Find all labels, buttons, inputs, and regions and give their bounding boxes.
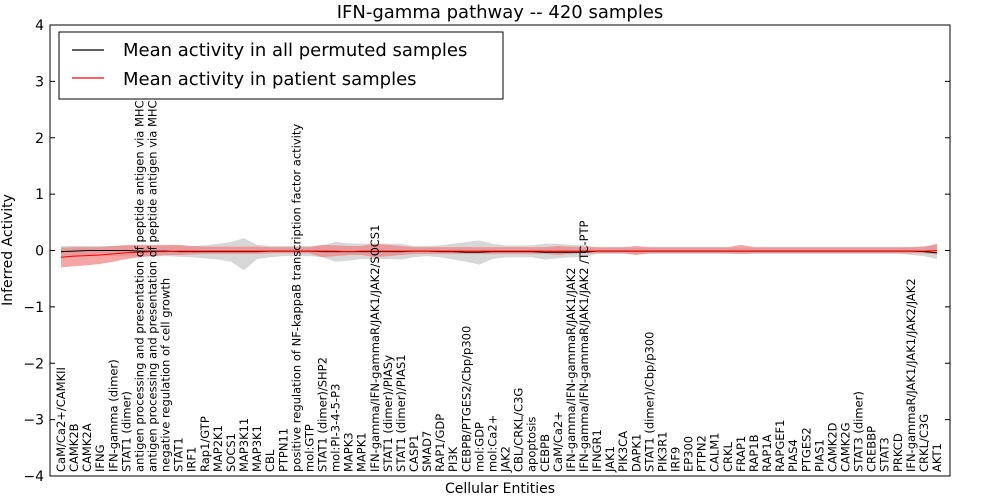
x-category-label: IFNGR1 <box>590 429 604 472</box>
x-category-label: PI3K <box>446 446 460 472</box>
series-band-0 <box>61 238 937 271</box>
legend: Mean activity in all permuted samples Me… <box>58 31 504 100</box>
x-category-label: IRF9 <box>669 447 683 472</box>
x-category-label: MAPK1 <box>355 432 369 472</box>
x-category-label: CaM/Ca2+ <box>551 411 565 472</box>
x-category-label: CAMK2A <box>80 423 94 472</box>
x-category-label: CREBBP <box>865 426 879 472</box>
x-category-label: CBL <box>263 449 277 472</box>
x-category-label: mol:Ca2+ <box>486 415 500 472</box>
x-category-label: IFN-gamma/IFN-gammaR/JAK1/JAK2 /TC-PTP <box>577 220 591 472</box>
plot-frame <box>49 24 951 477</box>
x-category-label: STAT1 (dimer) <box>119 391 133 472</box>
x-category-label: IFN-gamma/IFN-gammaR/JAK1/JAK2 <box>564 267 578 472</box>
x-category-label: mol:GDP <box>472 422 486 472</box>
x-category-label: IFNG <box>93 444 107 472</box>
x-category-label: JAK1 <box>603 446 617 473</box>
chart-title: IFN-gamma pathway -- 420 samples <box>337 2 664 23</box>
x-category-label: PTPN11 <box>276 428 290 472</box>
x-category-label: STAT3 <box>878 437 892 472</box>
x-category-label: PIAS1 <box>812 439 826 472</box>
x-category-label: MAP3K11 <box>237 418 251 472</box>
x-category-label: JAK2 <box>499 446 513 473</box>
x-category-label: RAP1/GDP <box>433 414 447 472</box>
bands-layer <box>61 238 937 271</box>
x-category-label: MAPK3 <box>342 432 356 472</box>
x-category-label: STAT1 <box>172 437 186 472</box>
x-category-label: RAPGEF1 <box>773 420 787 472</box>
x-category-label: IRF1 <box>185 447 199 472</box>
x-category-label: STAT3 (dimer) <box>852 391 866 472</box>
y-axis-label: Inferred Activity <box>0 194 16 306</box>
y-tick-label: 4 <box>35 18 44 34</box>
x-category-label: MAP2K1 <box>211 425 225 472</box>
x-category-label: antigen processing and presentation of p… <box>132 61 146 472</box>
x-category-label: CAMK2G <box>839 422 853 472</box>
x-category-label: PTPN2 <box>695 435 709 472</box>
x-category-label: apoptosis <box>525 417 539 472</box>
x-category-label: CAMK2B <box>67 423 81 472</box>
y-tick-label: −3 <box>23 413 44 429</box>
y-axis: −4 −3 −2 −1 0 1 2 3 4 <box>23 18 950 485</box>
x-axis-label: Cellular Entities <box>445 481 555 497</box>
series-line-1 <box>60 250 938 258</box>
x-category-label: RAP1A <box>760 434 774 472</box>
x-category-label: AKT1 <box>930 443 944 472</box>
x-category-label: negative regulation of cell growth <box>159 278 173 472</box>
x-category-label: PIK3CA <box>616 431 630 472</box>
x-category-label: CEBPB <box>538 434 552 472</box>
legend-label-patient: Mean activity in patient samples <box>123 69 417 90</box>
x-category-label: STAT1 (dimer)/SHP2 <box>316 357 330 472</box>
y-tick-label: −4 <box>23 469 44 485</box>
x-category-label: RAP1B <box>747 434 761 472</box>
y-tick-label: 2 <box>35 131 44 147</box>
x-category-label: STAT1 (dimer)/PIASy <box>381 355 395 472</box>
legend-label-permuted: Mean activity in all permuted samples <box>123 40 467 61</box>
x-category-label: SOCS1 <box>224 433 238 472</box>
x-category-label: PIK3R1 <box>655 431 669 472</box>
x-category-label: FRAP1 <box>734 436 748 472</box>
x-category-label: mol:PI-3-4-5-P3 <box>329 384 343 472</box>
y-tick-label: 1 <box>35 187 44 203</box>
x-category-label: CAMK2D <box>825 422 839 472</box>
x-category-label: CRKL <box>721 441 735 472</box>
y-tick-label: −2 <box>23 356 44 372</box>
x-category-label: CEBPB/PTGES2/Cbp/p300 <box>459 326 473 472</box>
legend-box <box>58 31 504 100</box>
x-category-label: STAT1 (dimer)/Cbp/p300 <box>642 332 656 473</box>
x-category-label: CRKL/C3G <box>917 414 931 472</box>
x-category-label: CaM/Ca2+/CAMKII <box>54 367 68 472</box>
x-category-label: SMAD7 <box>420 431 434 472</box>
x-category-label: Rap1/GTP <box>198 416 212 472</box>
x-category-label: DAPK1 <box>629 434 643 472</box>
x-category-label: CBL/CRKL/C3G <box>512 388 526 472</box>
x-category-label: EP300 <box>682 436 696 472</box>
x-category-label: positive regulation of NF-kappaB transcr… <box>289 124 303 472</box>
series-band-1 <box>61 243 937 268</box>
x-category-label: PIAS4 <box>786 439 800 472</box>
x-category-label: mol:GTP <box>302 424 316 472</box>
y-tick-label: 0 <box>35 244 44 260</box>
x-category-labels: CaM/Ca2+/CAMKII CAMK2B CAMK2A IFNG IFN-gamma… <box>54 58 944 473</box>
y-tick-label: 3 <box>35 74 44 90</box>
x-category-label: PRKCD <box>891 433 905 472</box>
x-category-label: CALM1 <box>708 432 722 472</box>
x-category-label: STAT1 (dimer)/PIAS1 <box>394 354 408 472</box>
x-category-label: CASP1 <box>407 435 421 472</box>
x-category-label: IFN-gammaR/JAK1/JAK1/JAK2/JAK2 <box>904 278 918 472</box>
x-category-label: antigen processing and presentation of p… <box>146 58 160 472</box>
x-category-label: IFN-gamma/IFN-gammaR/JAK1/JAK2/SOCS1 <box>368 225 382 472</box>
y-tick-label: −1 <box>23 300 44 316</box>
x-category-label: IFN-gamma (dimer) <box>106 359 120 472</box>
x-category-label: MAP3K1 <box>250 425 264 472</box>
lines-layer <box>60 250 938 258</box>
x-category-label: PTGES2 <box>799 427 813 472</box>
